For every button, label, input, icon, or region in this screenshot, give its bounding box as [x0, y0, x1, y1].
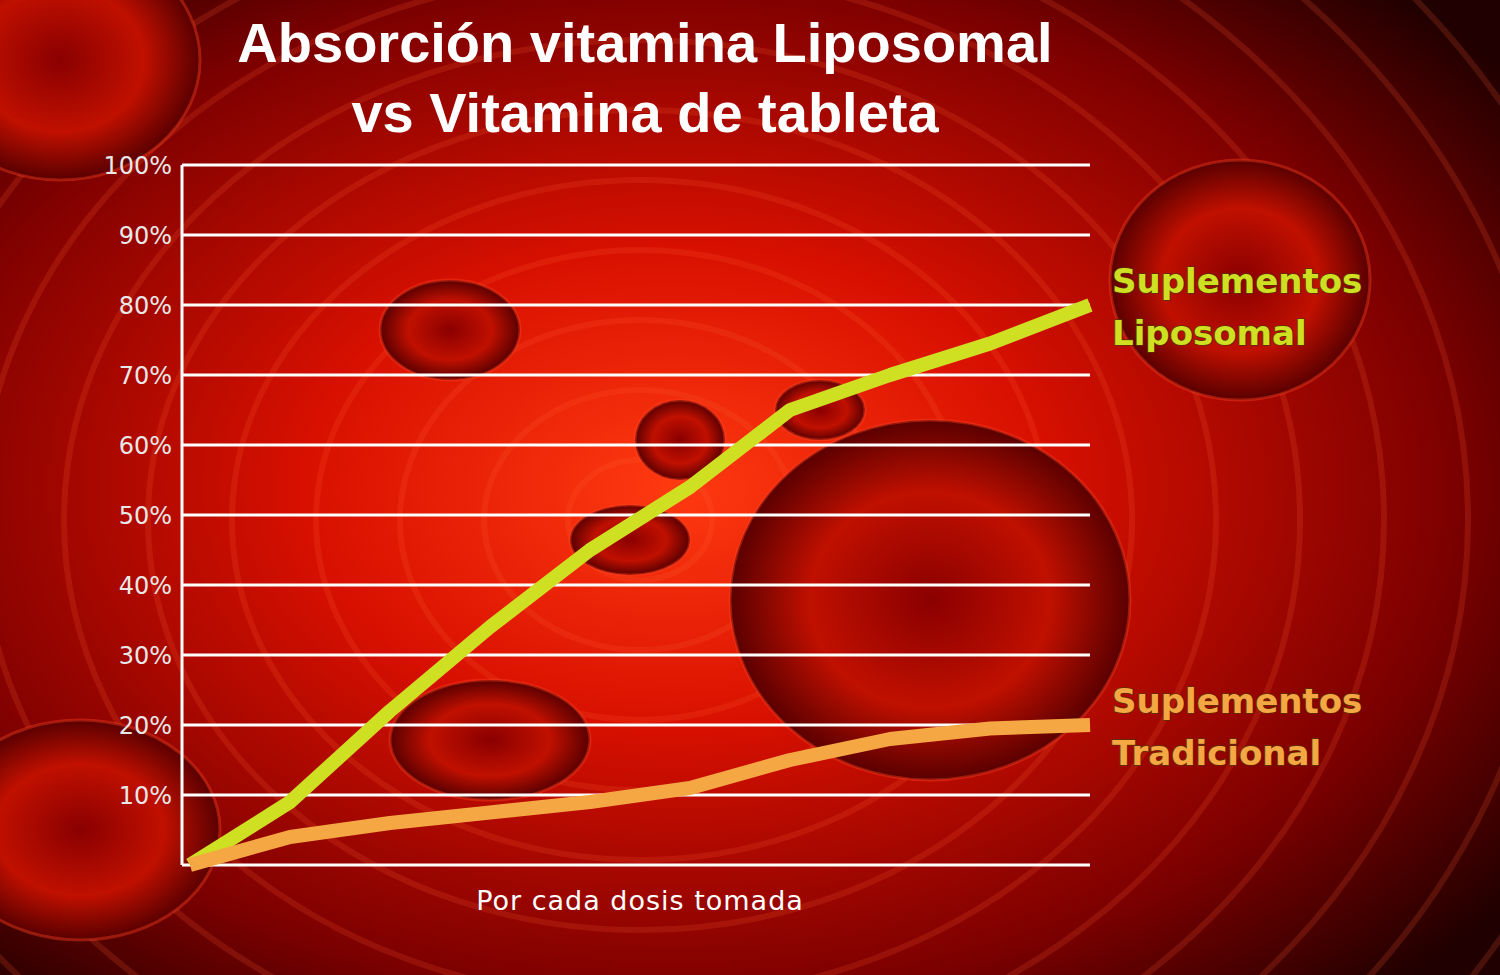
series-label: Suplementos Tradicional	[1112, 681, 1362, 773]
blood-cell	[1110, 160, 1370, 400]
ring	[0, 0, 1500, 975]
title: vs Vitamina de tableta	[351, 81, 939, 144]
grid-line	[182, 444, 1090, 447]
series-label-line: Suplementos	[1112, 261, 1362, 301]
x-axis	[182, 864, 1090, 867]
series-line	[190, 725, 1090, 865]
ring	[0, 0, 1500, 975]
background-rings	[0, 0, 1500, 975]
chart: Absorción vitamina Liposomal vs Vitamina …	[0, 0, 1500, 975]
blood-cell	[390, 680, 590, 800]
y-axis	[181, 165, 184, 865]
series-label: Suplementos Liposomal	[1112, 261, 1362, 353]
grid-line	[182, 234, 1090, 237]
tick-label: 50%	[119, 502, 172, 530]
background	[0, 0, 1500, 975]
plot-area	[190, 305, 1090, 865]
tick-label: 100%	[103, 152, 172, 180]
grid	[182, 165, 1090, 795]
tick-label: 40%	[119, 572, 172, 600]
x-axis-label: Por cada dosis tomada	[476, 885, 804, 916]
tick-label: 80%	[119, 292, 172, 320]
grid-line	[182, 304, 1090, 307]
blood-cell	[0, 0, 200, 180]
tick-label: 20%	[119, 712, 172, 740]
title: Absorción vitamina Liposomal	[237, 11, 1052, 74]
series-label-line: Tradicional	[1112, 733, 1321, 773]
grid-line	[182, 374, 1090, 377]
blood-cell	[380, 280, 520, 380]
tick-label: 30%	[119, 642, 172, 670]
series-line	[190, 305, 1090, 865]
grid-line	[182, 584, 1090, 587]
ring	[148, 110, 1132, 930]
tick-label: 10%	[119, 782, 172, 810]
series-label-line: Suplementos	[1112, 681, 1362, 721]
ring	[0, 0, 1468, 975]
grid-line	[182, 164, 1090, 167]
tick-label: 70%	[119, 362, 172, 390]
blood-cell	[0, 720, 220, 940]
series-label-line: Liposomal	[1112, 313, 1307, 353]
tick-label: 90%	[119, 222, 172, 250]
ring	[0, 0, 1384, 975]
tick-label: 60%	[119, 432, 172, 460]
ring	[64, 40, 1216, 975]
grid-line	[182, 654, 1090, 657]
